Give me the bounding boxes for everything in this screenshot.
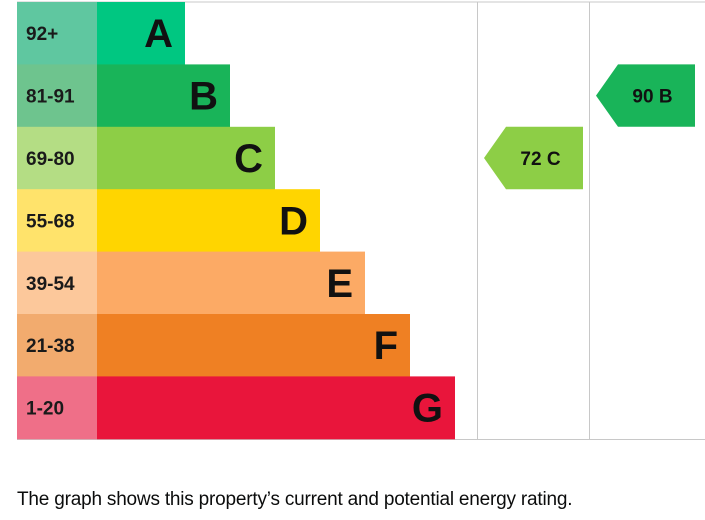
range-cell-D [17, 189, 97, 253]
range-label-A: 92+ [26, 24, 58, 45]
range-cell-B [17, 64, 97, 128]
band-bar-G [97, 376, 455, 440]
band-letter-D: D [279, 199, 308, 243]
range-label-G: 1-20 [26, 399, 64, 420]
range-label-D: 55-68 [26, 211, 75, 232]
band-letter-B: B [189, 75, 218, 119]
range-cell-F [17, 314, 97, 377]
band-letter-A: A [144, 12, 173, 56]
band-bar-D [97, 189, 320, 253]
range-label-E: 39-54 [26, 274, 75, 295]
band-bar-A [97, 2, 185, 65]
potential-rating-label: 90 B [632, 87, 672, 108]
current-rating-arrow [484, 126, 583, 190]
potential-rating-arrow [596, 64, 695, 127]
range-cell-E [17, 251, 97, 315]
band-letter-G: G [412, 387, 443, 431]
current-rating-label: 72 C [520, 149, 560, 170]
range-cell-A [17, 2, 97, 65]
range-label-B: 81-91 [26, 87, 75, 108]
band-letter-C: C [234, 137, 263, 181]
range-cell-G [17, 376, 97, 440]
band-bar-B [97, 64, 230, 128]
band-letter-F: F [374, 324, 398, 368]
band-bar-C [97, 126, 275, 190]
range-label-F: 21-38 [26, 336, 75, 357]
band-bar-F [97, 314, 410, 377]
energy-rating-chart: 92+ A 81-91 B 69-80 C 55-68 D 39-54 E 21-38 F 1-20 G 7… [17, 1, 705, 440]
range-label-C: 69-80 [26, 149, 75, 170]
band-bar-E [97, 251, 365, 315]
chart-caption: The graph shows this property’s current … [17, 489, 573, 510]
range-cell-C [17, 126, 97, 190]
band-letter-E: E [326, 262, 353, 306]
